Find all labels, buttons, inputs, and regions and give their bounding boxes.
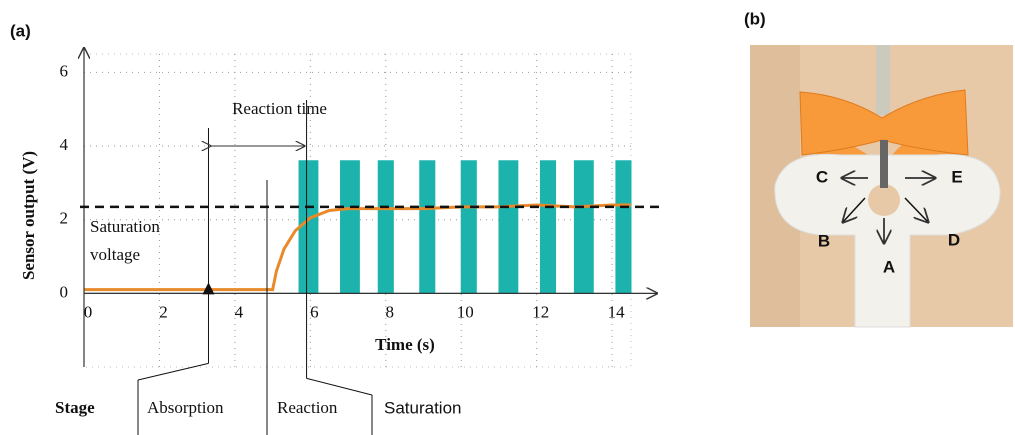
sensor-line (84, 203, 631, 292)
annotation: Reaction time (232, 99, 327, 118)
x-tick-label: 2 (159, 302, 168, 321)
x-tick-label: 14 (608, 302, 626, 321)
tube (876, 45, 890, 115)
wing (799, 89, 969, 156)
x-tick-label: 10 (457, 302, 474, 321)
panel-label: (a) (10, 21, 31, 40)
y-tick-label: 2 (60, 209, 69, 228)
annotation: voltage (90, 245, 140, 264)
x-tick-label: 12 (532, 302, 549, 321)
stage-name: Absorption (147, 398, 224, 417)
annotation: Saturation (90, 217, 160, 236)
stage-label: Stage (55, 398, 95, 417)
photo: (b) C E B D A (744, 9, 1013, 328)
y-tick-label: 0 (60, 282, 69, 301)
y-tick-label: 6 (60, 61, 69, 80)
x-tick-label: 8 (386, 302, 395, 321)
direction-label: B (818, 231, 830, 250)
stage-name: Reaction (277, 398, 338, 417)
direction-label: C (816, 167, 828, 186)
needle-hub (880, 140, 888, 188)
absorption-marker (202, 282, 215, 295)
stage-name: Saturation (384, 398, 462, 417)
direction-label: D (948, 230, 960, 249)
y-tick-label: 4 (60, 135, 69, 154)
pulse-area (84, 160, 632, 294)
hole (868, 184, 900, 216)
x-tick-label: 6 (310, 302, 319, 321)
stage-divider (137, 362, 209, 381)
x-tick-label: 0 (84, 302, 93, 321)
x-tick-label: 4 (235, 302, 244, 321)
panel-label: (b) (744, 9, 766, 28)
stage-divider (306, 377, 373, 396)
y-axis-label: Sensor output (V) (19, 151, 38, 280)
direction-label: A (883, 257, 895, 276)
direction-label: E (951, 167, 962, 186)
x-axis-label: Time (s) (375, 335, 435, 354)
arrows (842, 178, 935, 243)
